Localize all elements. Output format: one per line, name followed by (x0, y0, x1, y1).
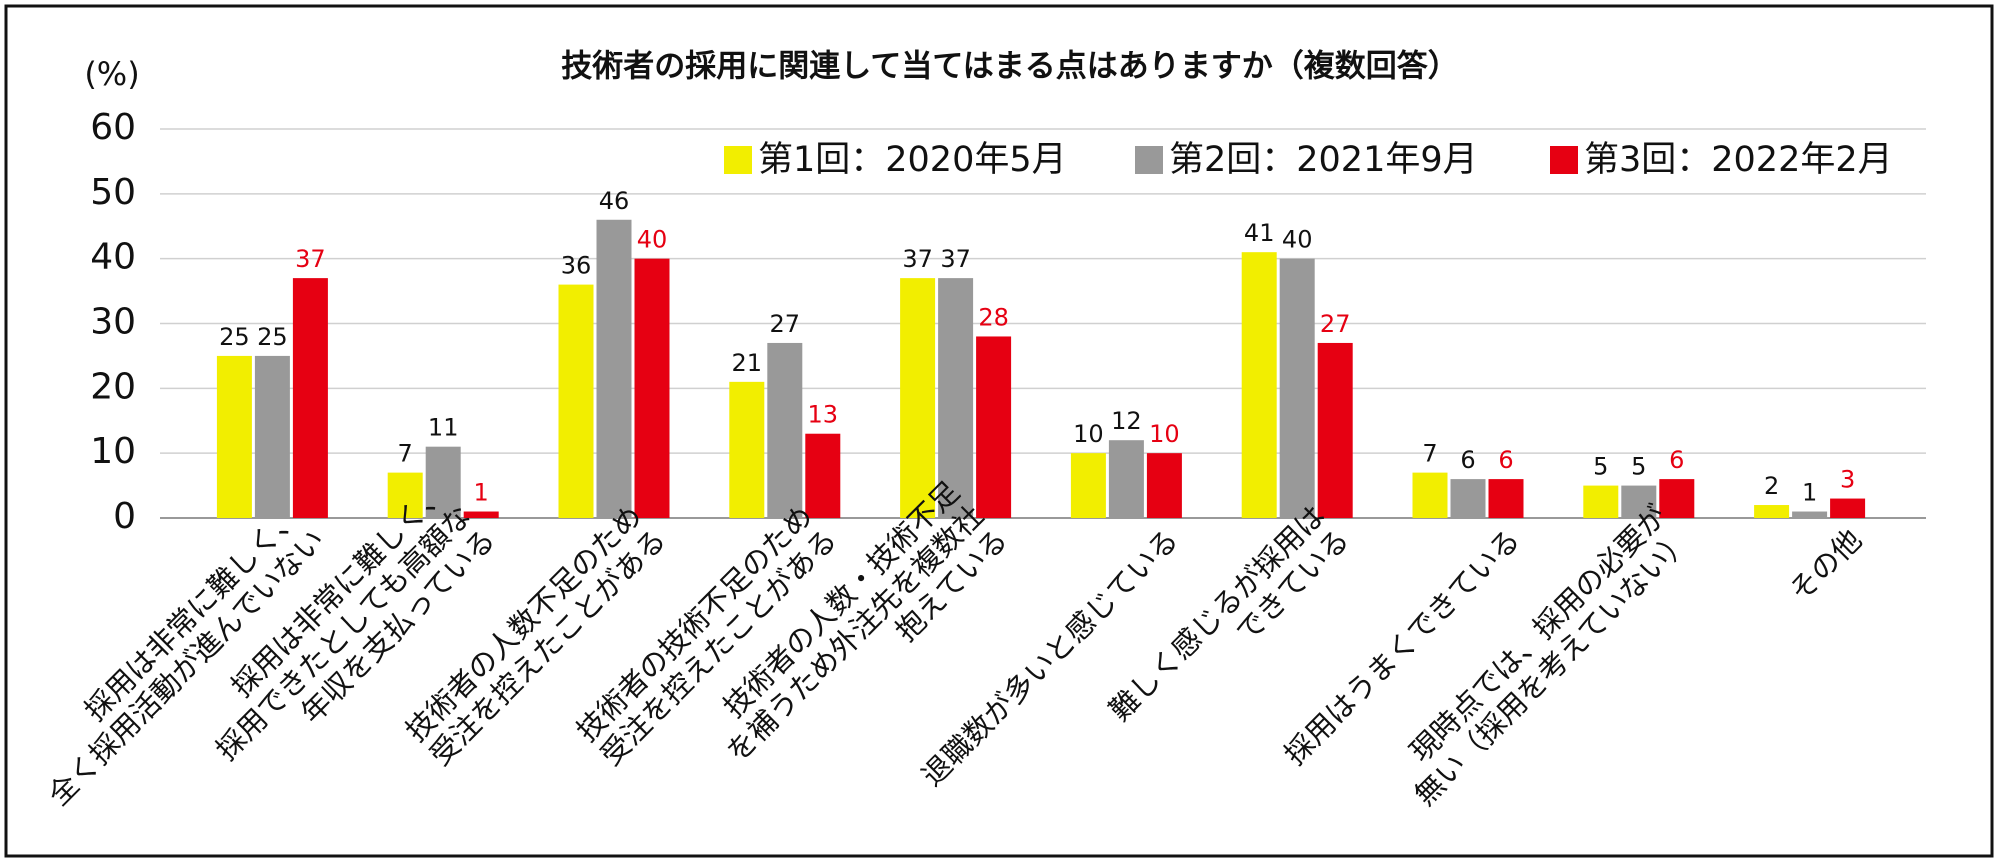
y-tick-label: 50 (90, 172, 136, 213)
value-label: 10 (1149, 420, 1180, 448)
value-label: 5 (1593, 453, 1608, 481)
bar (1070, 453, 1106, 518)
value-label: 1 (1802, 479, 1817, 507)
legend-swatch (724, 146, 752, 174)
legend-label: 第1回：2020年5月 (758, 140, 1067, 180)
value-label: 21 (732, 349, 763, 377)
value-label: 13 (808, 401, 839, 429)
bar (1146, 453, 1182, 518)
bar (1621, 485, 1657, 518)
value-label: 1 (474, 479, 489, 507)
bar (292, 278, 328, 518)
bar (767, 342, 803, 518)
bar (1279, 258, 1315, 518)
value-label: 11 (428, 414, 459, 442)
bar (425, 446, 461, 518)
bar (805, 433, 841, 518)
value-label: 3 (1840, 466, 1855, 494)
bar (1488, 479, 1524, 518)
bar (463, 511, 499, 518)
legend-swatch (1550, 146, 1578, 174)
value-label: 6 (1669, 446, 1684, 474)
value-label: 10 (1073, 420, 1104, 448)
value-label: 37 (295, 245, 326, 273)
y-tick-label: 30 (90, 302, 136, 343)
value-label: 40 (1282, 226, 1313, 254)
bar (1792, 511, 1828, 518)
y-tick-label: 0 (113, 496, 136, 537)
value-label: 5 (1631, 453, 1646, 481)
bar (976, 336, 1012, 518)
bar (216, 355, 252, 518)
value-label: 12 (1111, 407, 1142, 435)
bar (1241, 252, 1277, 518)
bar (1317, 342, 1353, 518)
chart-title: 技術者の採用に関連して当てはまる点はありますか（複数回答） (561, 49, 1458, 85)
value-label: 25 (257, 323, 288, 351)
bar (1583, 485, 1619, 518)
value-label: 25 (219, 323, 250, 351)
value-label: 7 (1422, 440, 1437, 468)
value-label: 46 (599, 187, 630, 215)
bar (1659, 479, 1695, 518)
value-label: 41 (1244, 219, 1275, 247)
bar (938, 278, 974, 518)
value-label: 2 (1764, 472, 1779, 500)
value-label: 37 (902, 245, 933, 273)
y-tick-label: 20 (90, 366, 136, 407)
bar (900, 278, 936, 518)
bar (558, 284, 594, 518)
value-label: 6 (1460, 446, 1475, 474)
bar (254, 355, 290, 518)
value-label: 40 (637, 226, 668, 254)
bar (729, 381, 765, 518)
bar (1754, 505, 1790, 518)
value-label: 28 (978, 303, 1009, 331)
bar (1830, 498, 1866, 518)
bar (1450, 479, 1486, 518)
y-tick-label: 10 (90, 431, 136, 472)
bar (1412, 472, 1448, 518)
y-tick-label: 60 (90, 107, 136, 148)
value-label: 7 (398, 440, 413, 468)
value-label: 6 (1498, 446, 1513, 474)
value-label: 27 (1320, 310, 1351, 338)
legend-label: 第2回：2021年9月 (1169, 140, 1478, 180)
bar (1108, 440, 1144, 518)
legend-label: 第3回：2022年2月 (1584, 140, 1893, 180)
value-label: 36 (561, 252, 592, 280)
legend-swatch (1135, 146, 1163, 174)
bar (634, 258, 670, 518)
value-label: 37 (940, 245, 971, 273)
bar (596, 219, 632, 518)
value-label: 27 (770, 310, 801, 338)
y-axis-label: (%) (84, 55, 139, 93)
bar (387, 472, 423, 518)
y-tick-label: 40 (90, 237, 136, 278)
